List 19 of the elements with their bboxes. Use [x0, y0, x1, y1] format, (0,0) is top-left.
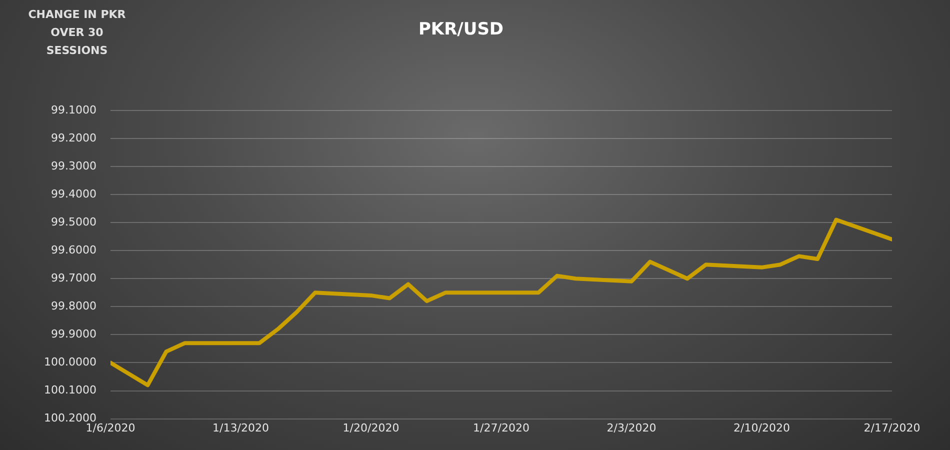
- chart-title: PKR/USD: [418, 20, 504, 40]
- y-tick-label: 99.4000: [50, 187, 96, 200]
- y-tick-label: 99.2000: [50, 131, 96, 144]
- x-tick-label: 1/20/2020: [342, 421, 400, 434]
- x-tick-label: 2/10/2020: [734, 421, 790, 434]
- y-tick-label: 99.9000: [50, 328, 96, 341]
- x-tick-label: 2/3/2020: [606, 421, 656, 434]
- y-tick-label: 100.0000: [44, 356, 96, 369]
- y-tick-label: 99.3000: [50, 159, 96, 172]
- y-axis-title: CHANGE IN PKR OVER 30 SESSIONS: [27, 7, 127, 59]
- y-tick-label: 99.8000: [50, 300, 96, 313]
- x-tick-label: 1/13/2020: [212, 421, 269, 434]
- y-tick-label: 99.5000: [50, 215, 96, 228]
- x-tick-label: 1/27/2020: [473, 421, 530, 434]
- y-tick-label: 99.7000: [50, 271, 96, 284]
- y-tick-label: 100.1000: [44, 384, 96, 397]
- y-tick-label: 99.1000: [50, 103, 96, 116]
- y-tick-label: 99.6000: [50, 243, 96, 256]
- x-tick-label: 2/17/2020: [864, 421, 920, 434]
